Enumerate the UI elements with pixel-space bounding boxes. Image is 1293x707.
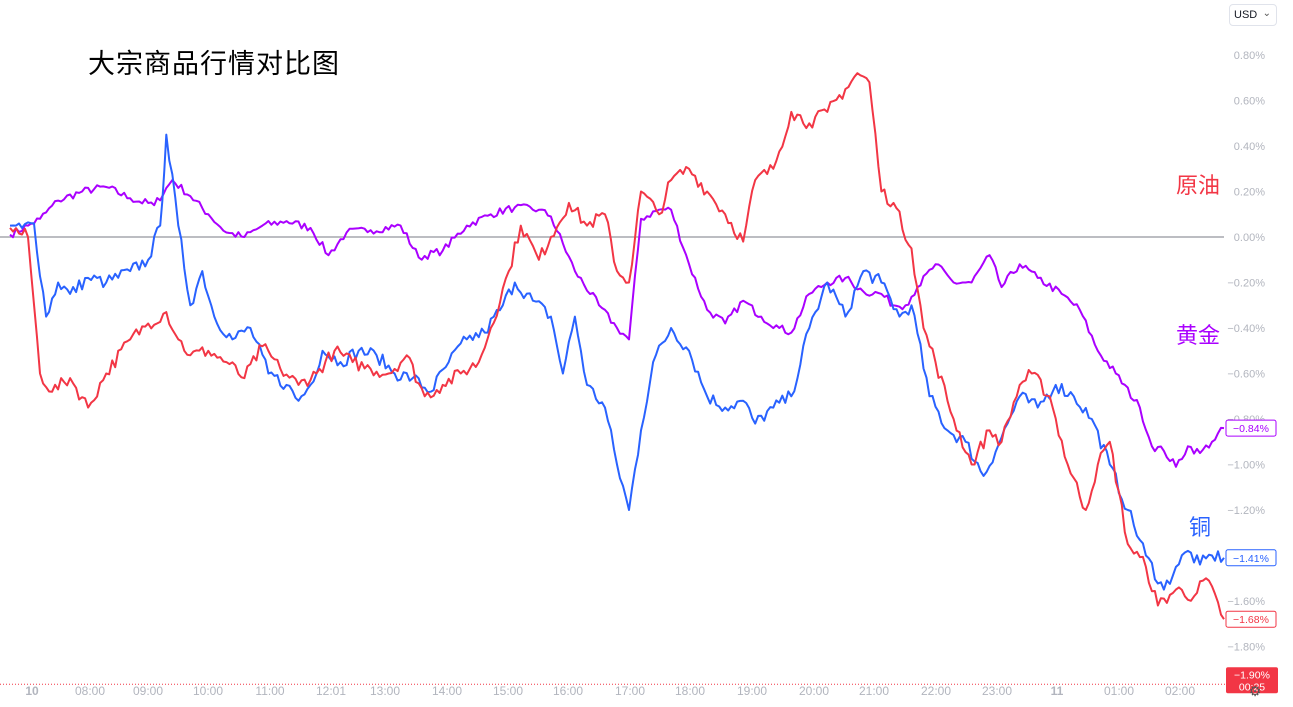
y-tick-label: −0.40% bbox=[1227, 323, 1265, 335]
current-price-tag bbox=[1226, 667, 1278, 694]
current-price-value: −1.90% bbox=[1234, 669, 1270, 681]
series-line-gold bbox=[9, 179, 1225, 468]
settings-icon[interactable]: ⚙ bbox=[1248, 683, 1262, 699]
currency-label: USD bbox=[1234, 9, 1258, 21]
x-tick-label: 22:00 bbox=[921, 684, 951, 698]
x-tick-label: 11:00 bbox=[255, 684, 284, 698]
y-tick-label: −1.80% bbox=[1227, 642, 1265, 654]
y-tick-label: −1.00% bbox=[1227, 460, 1265, 472]
x-tick-label: 20:00 bbox=[799, 684, 829, 698]
last-value-label-crude: −1.68% bbox=[1233, 614, 1269, 626]
last-value-label-copper: −1.41% bbox=[1233, 553, 1269, 565]
chart-title: 大宗商品行情对比图 bbox=[88, 49, 340, 80]
x-tick-label: 01:00 bbox=[1104, 684, 1134, 698]
y-tick-label: 0.60% bbox=[1234, 96, 1265, 108]
series-line-crude bbox=[9, 72, 1225, 620]
x-tick-label: 10 bbox=[25, 684, 39, 698]
x-tick-label: 13:00 bbox=[370, 684, 400, 698]
y-tick-label: −0.60% bbox=[1227, 369, 1265, 381]
x-tick-label: 09:00 bbox=[133, 684, 163, 698]
x-tick-label: 15:00 bbox=[493, 684, 523, 698]
x-tick-label: 23:00 bbox=[982, 684, 1012, 698]
x-tick-label: 17:00 bbox=[615, 684, 645, 698]
x-tick-label: 10:00 bbox=[193, 684, 223, 698]
last-value-tag-copper bbox=[1225, 549, 1277, 567]
series-line-copper bbox=[9, 133, 1225, 591]
x-tick-label: 11 bbox=[1051, 684, 1064, 698]
x-tick-label: 02:00 bbox=[1165, 684, 1195, 698]
y-tick-label: 0.00% bbox=[1234, 232, 1265, 244]
x-tick-label: 16:00 bbox=[553, 684, 583, 698]
y-tick-label: 0.20% bbox=[1234, 187, 1265, 199]
y-tick-label: 0.40% bbox=[1234, 141, 1265, 153]
chevron-down-icon: ⌄ bbox=[1262, 8, 1271, 19]
y-tick-label: 0.80% bbox=[1234, 50, 1265, 62]
current-price-countdown: 00:25 bbox=[1239, 681, 1265, 693]
y-tick-label: −0.20% bbox=[1227, 278, 1265, 290]
series-label-gold: 黄金 bbox=[1176, 324, 1221, 349]
x-tick-label: 08:00 bbox=[75, 684, 105, 698]
x-tick-label: 21:00 bbox=[859, 684, 889, 698]
series-label-copper: 铜 bbox=[1189, 516, 1212, 541]
x-tick-label: 19:00 bbox=[737, 684, 767, 698]
series-label-crude: 原油 bbox=[1176, 174, 1221, 199]
last-value-label-gold: −0.84% bbox=[1233, 423, 1269, 435]
last-value-tag-gold bbox=[1225, 419, 1277, 437]
y-tick-label: −1.60% bbox=[1227, 596, 1265, 608]
y-tick-label: −1.20% bbox=[1227, 505, 1265, 517]
x-tick-label: 14:00 bbox=[432, 684, 462, 698]
currency-select[interactable]: USD ⌄ bbox=[1229, 4, 1277, 26]
last-value-tag-crude bbox=[1225, 610, 1277, 628]
x-tick-label: 12:01 bbox=[316, 684, 346, 698]
x-tick-label: 18:00 bbox=[675, 684, 705, 698]
